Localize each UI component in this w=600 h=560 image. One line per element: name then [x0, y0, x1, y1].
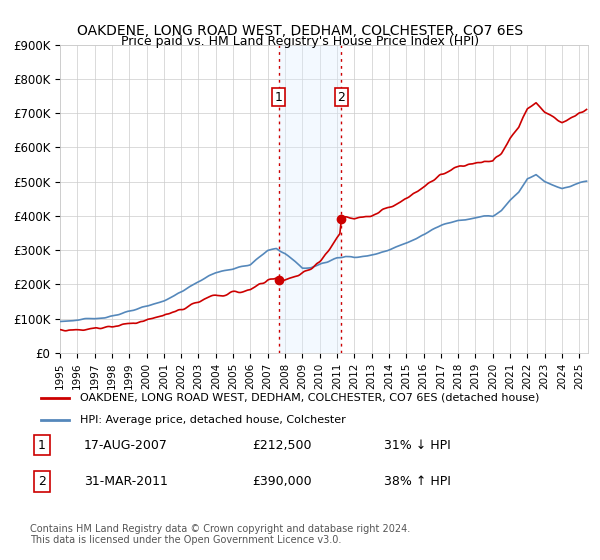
Text: £390,000: £390,000 — [252, 475, 311, 488]
Text: 2: 2 — [337, 91, 345, 104]
Text: HPI: Average price, detached house, Colchester: HPI: Average price, detached house, Colc… — [80, 415, 346, 425]
Bar — [278, 45, 341, 353]
Text: 1: 1 — [38, 438, 46, 452]
Text: 17-AUG-2007: 17-AUG-2007 — [84, 438, 168, 452]
Text: 31% ↓ HPI: 31% ↓ HPI — [384, 438, 451, 452]
Text: 2: 2 — [38, 475, 46, 488]
Text: Contains HM Land Registry data © Crown copyright and database right 2024.
This d: Contains HM Land Registry data © Crown c… — [30, 524, 410, 545]
Text: 31-MAR-2011: 31-MAR-2011 — [84, 475, 168, 488]
Text: 1: 1 — [275, 91, 283, 104]
Text: 38% ↑ HPI: 38% ↑ HPI — [384, 475, 451, 488]
Text: £212,500: £212,500 — [252, 438, 311, 452]
Text: OAKDENE, LONG ROAD WEST, DEDHAM, COLCHESTER, CO7 6ES: OAKDENE, LONG ROAD WEST, DEDHAM, COLCHES… — [77, 24, 523, 38]
Text: OAKDENE, LONG ROAD WEST, DEDHAM, COLCHESTER, CO7 6ES (detached house): OAKDENE, LONG ROAD WEST, DEDHAM, COLCHES… — [80, 393, 539, 403]
Text: Price paid vs. HM Land Registry's House Price Index (HPI): Price paid vs. HM Land Registry's House … — [121, 35, 479, 49]
